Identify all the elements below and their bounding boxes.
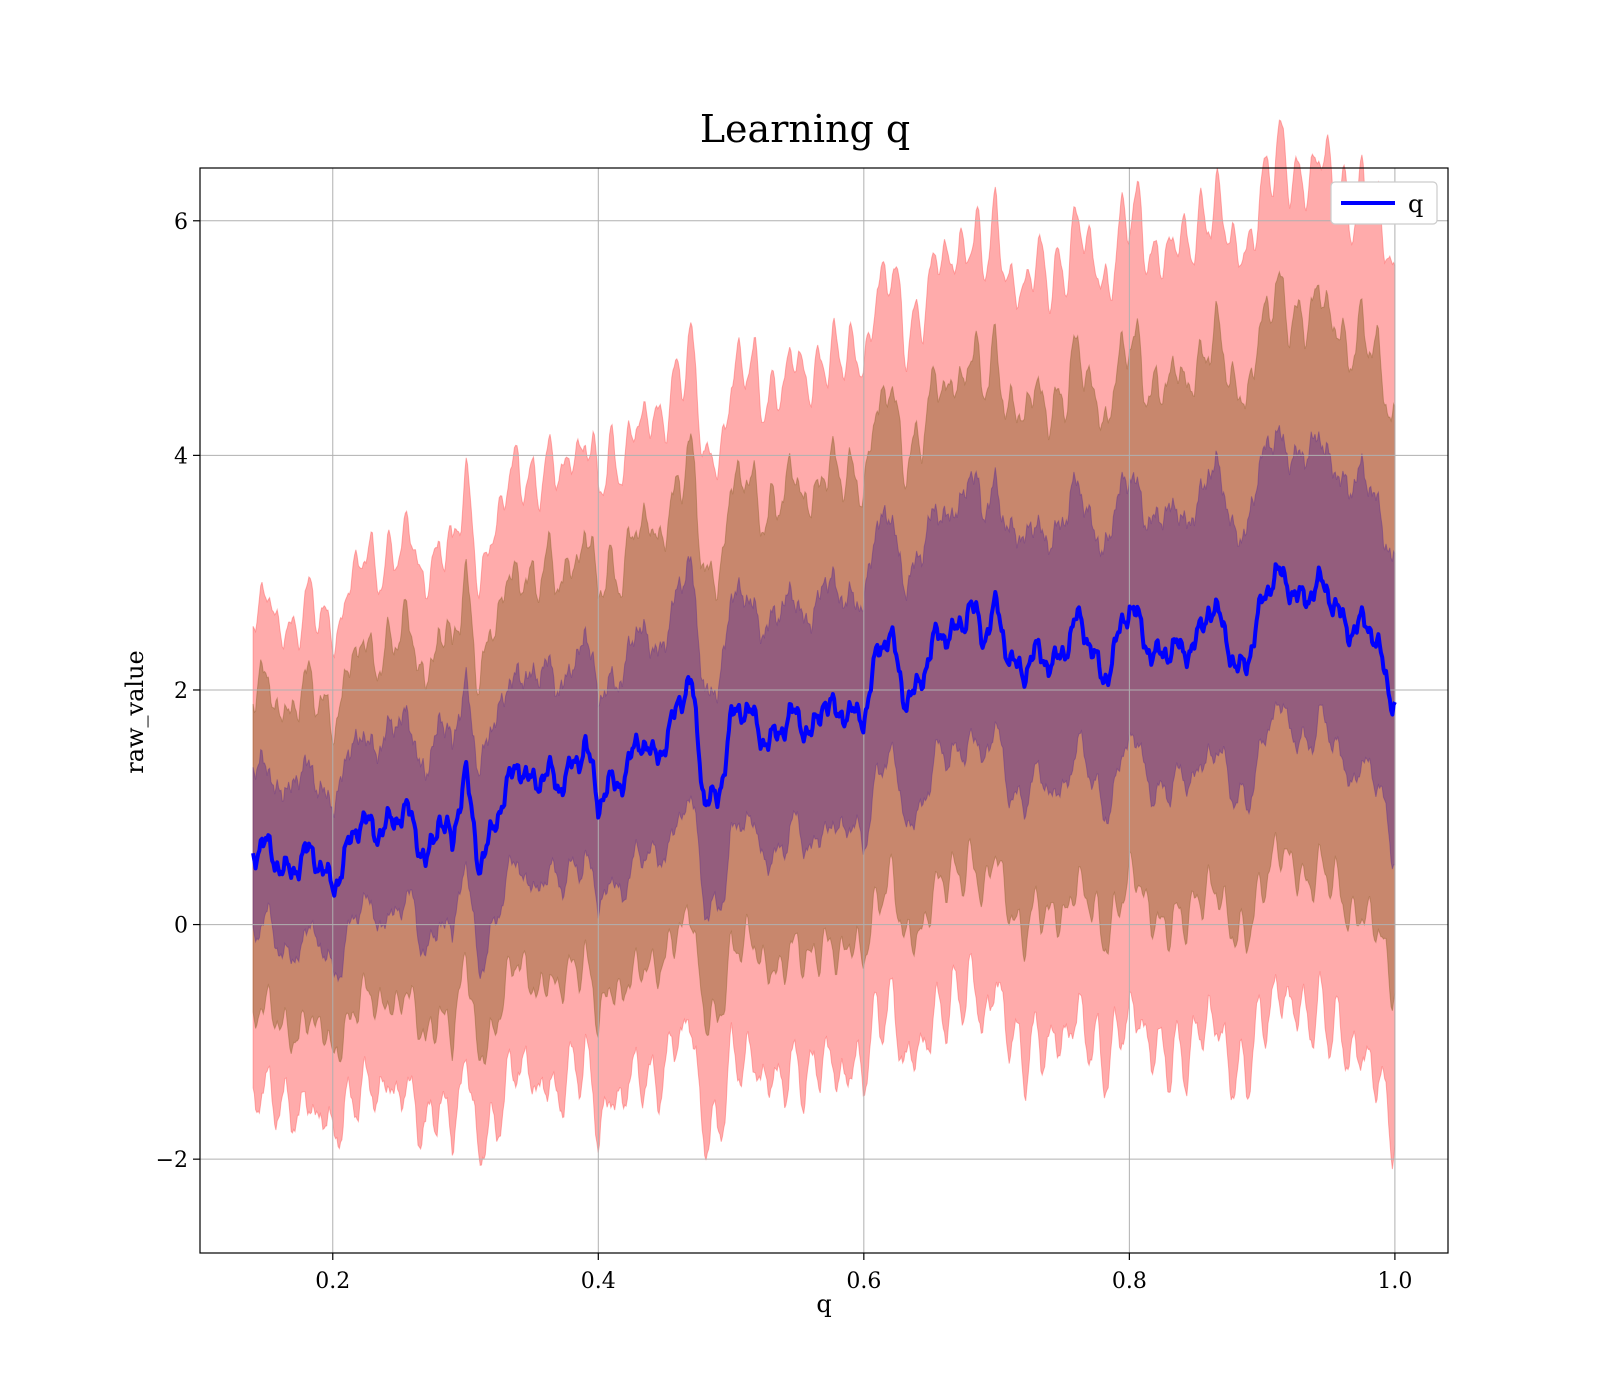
x-axis-label: q — [816, 1290, 831, 1318]
series-line-q — [251, 562, 1397, 898]
x-tick-label: 0.8 — [1112, 1269, 1147, 1294]
mean-line-layer — [251, 562, 1397, 898]
confidence-bands — [252, 119, 1396, 1170]
y-axis-label: raw_value — [121, 650, 149, 774]
y-tick-label: 4 — [174, 444, 188, 469]
x-axis-ticks: 0.2 0.4 0.6 0.8 1.0 — [315, 1253, 1412, 1294]
y-tick-label: 6 — [174, 210, 188, 235]
x-tick-label: 0.4 — [581, 1269, 616, 1294]
y-axis-ticks: −2 0 2 4 6 — [156, 210, 200, 1173]
x-tick-label: 0.6 — [846, 1269, 881, 1294]
chart-title: Learning q — [700, 107, 910, 151]
x-tick-label: 1.0 — [1377, 1269, 1412, 1294]
x-tick-label: 0.2 — [315, 1269, 350, 1294]
legend-label-q: q — [1408, 190, 1423, 218]
plot-frame — [199, 167, 1449, 1254]
y-tick-label: −2 — [156, 1148, 188, 1173]
y-tick-label: 0 — [174, 914, 188, 939]
legend: q — [1330, 181, 1438, 225]
y-tick-label: 2 — [174, 679, 188, 704]
grid — [200, 168, 1448, 1253]
